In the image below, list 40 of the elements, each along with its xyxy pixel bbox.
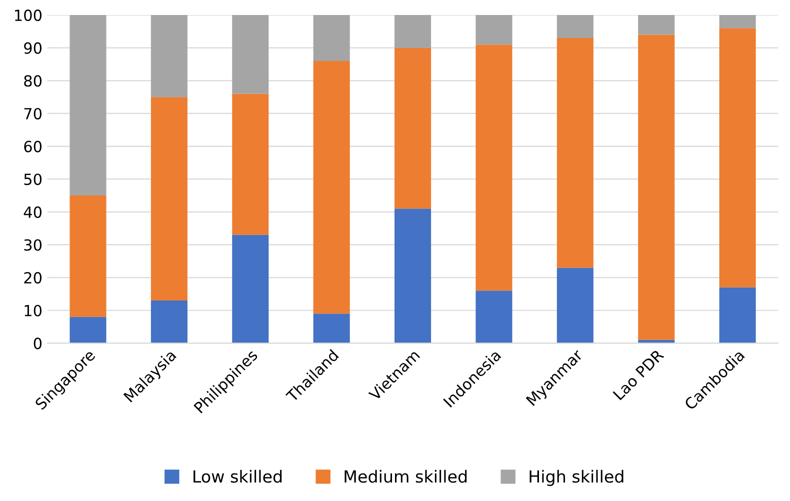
bar: [394, 48, 432, 209]
bar: [638, 15, 675, 35]
bar: [394, 15, 432, 48]
bar: [150, 300, 188, 344]
bar: [313, 15, 350, 61]
bar: [394, 208, 432, 344]
legend-label: Low skilled: [194, 470, 282, 483]
bar: [719, 28, 756, 288]
bar: [70, 316, 106, 344]
bar: [719, 287, 756, 344]
bar: [556, 38, 594, 268]
bar: [476, 15, 512, 45]
bar: [476, 44, 512, 291]
bar: [232, 15, 269, 94]
bar: [150, 97, 188, 301]
bar: [70, 15, 106, 196]
bar: [150, 15, 188, 98]
bar: [476, 290, 512, 344]
bar: [232, 94, 269, 235]
bar: [313, 60, 350, 314]
y-tick-label: 10: [24, 304, 42, 316]
bar: [556, 268, 594, 344]
legend-label: High skilled: [530, 470, 624, 486]
y-tick-label: 0: [34, 338, 42, 350]
y-tick-label: 30: [24, 239, 42, 251]
y-tick-label: 100: [15, 9, 42, 22]
bar: [638, 34, 675, 340]
y-tick-label: 20: [24, 272, 42, 284]
legend-label: Medium skilled: [344, 470, 467, 483]
y-tick-label: 80: [24, 75, 42, 87]
y-tick-label: 40: [24, 206, 42, 218]
y-tick-label: 60: [24, 140, 42, 152]
y-tick-label: 70: [24, 108, 42, 120]
y-tick-label: 90: [24, 42, 42, 54]
bar: [313, 314, 350, 344]
bar: [232, 234, 269, 344]
y-tick-label: 50: [24, 174, 42, 186]
bar: [556, 15, 594, 38]
bar: [719, 15, 756, 28]
bar: [70, 196, 106, 317]
